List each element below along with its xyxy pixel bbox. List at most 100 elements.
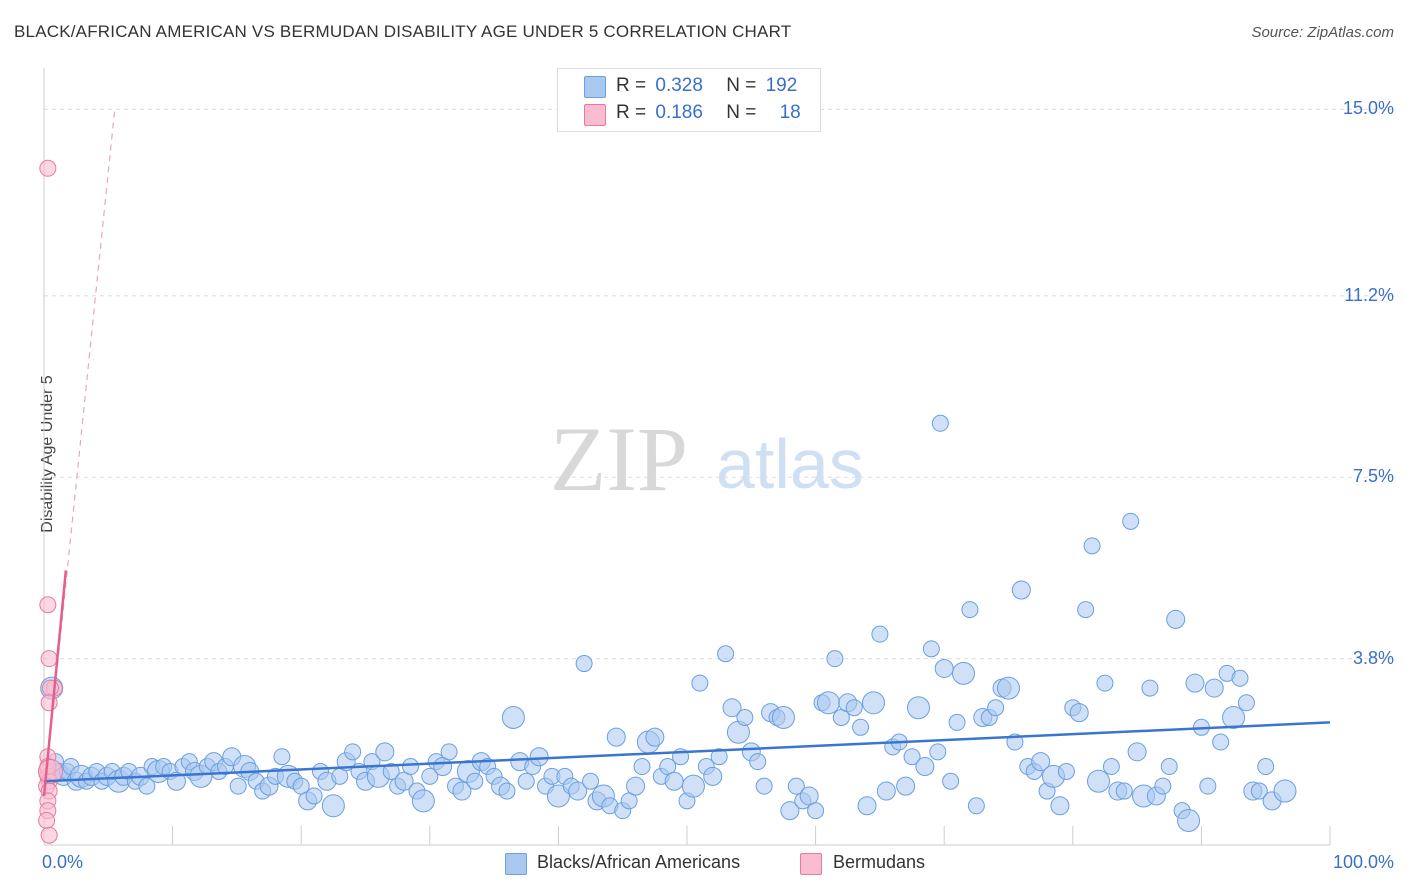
data-point-blacks	[517, 772, 535, 790]
data-point-blacks	[787, 777, 805, 795]
data-point-blacks	[546, 784, 570, 808]
data-point-blacks	[1273, 779, 1297, 803]
data-point-blacks	[967, 797, 985, 815]
source-label: Source: ZipAtlas.com	[1251, 24, 1394, 41]
watermark-zip: ZIP	[550, 408, 688, 510]
legend-n-label: N =	[726, 102, 757, 123]
data-point-blacks	[305, 787, 323, 805]
data-point-blacks	[861, 691, 885, 715]
data-point-blacks	[1050, 796, 1070, 816]
data-point-blacks	[934, 658, 954, 678]
data-point-blacks	[440, 743, 458, 761]
data-point-blacks	[664, 771, 684, 791]
data-point-blacks	[411, 789, 435, 813]
data-point-blacks	[633, 758, 651, 776]
watermark-atlas: atlas	[716, 425, 864, 503]
data-point-blacks	[1231, 669, 1249, 687]
data-point-blacks	[1185, 673, 1205, 693]
data-point-blacks	[703, 766, 723, 786]
data-point-blacks	[375, 742, 395, 762]
trend-line-blacks	[43, 721, 1331, 783]
data-point-blacks	[1154, 777, 1172, 795]
x-tick-label: 0.0%	[42, 852, 84, 872]
data-point-blacks	[951, 661, 975, 685]
series-blacks-points	[40, 414, 1297, 832]
bottom-legend-swatch-blue	[505, 853, 527, 875]
data-point-blacks	[722, 698, 742, 718]
bottom-legend-label-pink: Bermudans	[833, 852, 926, 872]
data-point-blacks	[942, 772, 960, 790]
legend: R = 0.328 N = 192 R = 0.186 N = 18	[557, 68, 821, 132]
legend-n-value: 192	[765, 75, 798, 96]
data-point-blacks	[845, 699, 863, 717]
grid	[44, 108, 1395, 660]
data-point-bermudans	[40, 650, 58, 668]
data-point-blacks	[826, 650, 844, 668]
legend-r-value: 0.328	[655, 75, 703, 96]
chart-title: BLACK/AFRICAN AMERICAN VS BERMUDAN DISAB…	[14, 22, 792, 41]
legend-r-label: R =	[616, 75, 647, 96]
data-point-blacks	[626, 776, 646, 796]
data-point-blacks	[568, 781, 588, 801]
data-point-blacks	[987, 699, 1005, 717]
data-point-blacks	[1127, 742, 1147, 762]
data-point-blacks	[498, 782, 516, 800]
data-point-blacks	[501, 706, 525, 729]
data-point-blacks	[931, 414, 949, 432]
data-point-blacks	[466, 772, 484, 790]
data-point-blacks	[755, 777, 773, 795]
data-point-blacks	[1069, 703, 1089, 723]
data-point-bermudans	[37, 758, 63, 784]
data-point-blacks	[575, 655, 593, 673]
data-point-blacks	[929, 743, 947, 761]
x-tick-label: 100.0%	[1332, 852, 1394, 872]
data-point-blacks	[1237, 694, 1255, 712]
data-point-blacks	[1102, 758, 1120, 776]
data-point-blacks	[321, 794, 345, 818]
data-point-blacks	[582, 772, 600, 790]
data-point-blacks	[382, 762, 400, 780]
data-point-blacks	[1141, 679, 1159, 697]
data-point-blacks	[997, 676, 1020, 700]
legend-row-pink: R = 0.186 N = 18	[616, 102, 801, 128]
data-point-blacks	[606, 727, 626, 747]
data-point-blacks	[816, 691, 840, 715]
data-point-blacks	[681, 774, 705, 798]
data-point-blacks	[1011, 580, 1031, 600]
data-point-blacks	[1115, 782, 1133, 800]
data-point-blacks	[1057, 762, 1075, 780]
data-point-blacks	[736, 709, 754, 726]
trend-line-bermudans	[42, 570, 68, 797]
data-point-blacks	[922, 640, 940, 658]
legend-swatch-blue	[584, 76, 606, 98]
y-tick-label: 7.5%	[1352, 466, 1394, 487]
data-point-blacks	[1222, 706, 1246, 729]
data-point-bermudans	[38, 811, 56, 829]
data-point-blacks	[1077, 601, 1095, 619]
data-point-blacks	[529, 747, 549, 767]
data-point-blacks	[691, 674, 709, 692]
data-point-blacks	[1096, 674, 1114, 692]
data-point-blacks	[906, 696, 930, 720]
data-point-blacks	[645, 727, 665, 747]
data-point-blacks	[896, 776, 916, 796]
data-point-blacks	[903, 748, 921, 766]
axes	[43, 68, 1331, 846]
data-point-bermudans	[39, 159, 57, 177]
legend-n-value: 18	[779, 102, 801, 123]
data-point-blacks	[915, 757, 935, 777]
legend-row-blue: R = 0.328 N = 192	[616, 75, 797, 101]
data-point-blacks	[710, 748, 728, 766]
legend-swatch-pink	[584, 104, 606, 126]
data-point-blacks	[1160, 758, 1178, 776]
bottom-legend-swatch-pink	[800, 853, 822, 875]
bottom-legend-label-blue: Blacks/African Americans	[537, 852, 741, 872]
data-point-blacks	[1087, 769, 1111, 793]
watermark: ZIP atlas	[550, 408, 864, 510]
data-point-blacks	[166, 771, 186, 791]
data-point-blacks	[344, 743, 362, 761]
data-point-blacks	[749, 753, 767, 771]
data-point-bermudans	[39, 596, 57, 614]
data-point-blacks	[1122, 512, 1140, 530]
